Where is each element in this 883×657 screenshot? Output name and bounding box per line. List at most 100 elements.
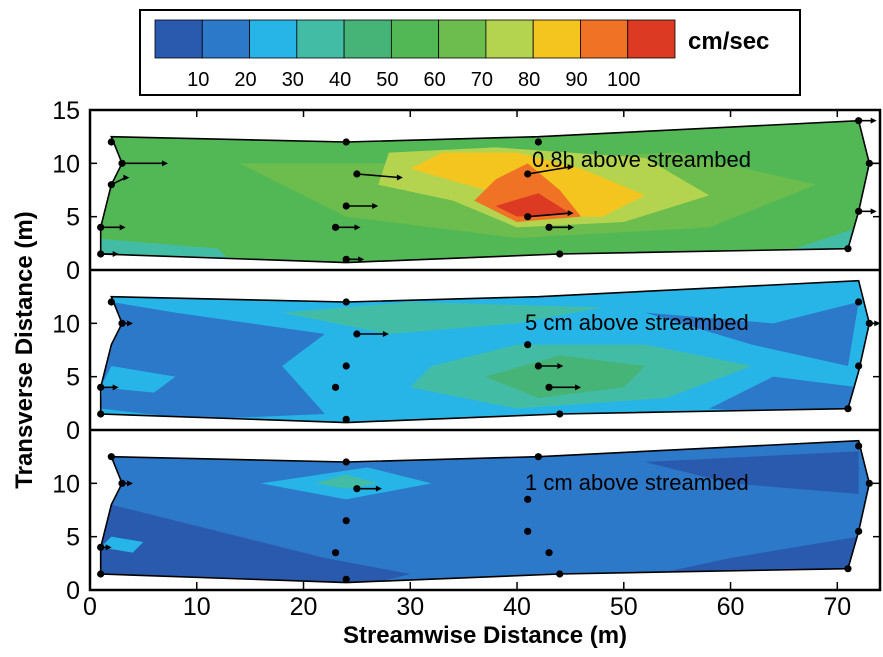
velocity-vector xyxy=(356,173,399,179)
measurement-station xyxy=(556,250,564,258)
y-tick-label: 5 xyxy=(66,364,80,392)
velocity-arrowhead xyxy=(568,224,575,231)
y-tick-label: 10 xyxy=(52,310,80,338)
stream-outline xyxy=(99,279,871,424)
panel-contours xyxy=(100,280,870,423)
colorbar-tick-label: 90 xyxy=(565,69,587,91)
x-axis-ticks: 0 10 20 30 40 50 60 70 xyxy=(83,110,851,621)
measurement-station xyxy=(342,138,350,146)
colorbar-swatch xyxy=(438,19,487,59)
colorbar-swatch xyxy=(201,19,250,59)
x-tick-label: 70 xyxy=(823,593,851,621)
measurement-station xyxy=(342,202,350,210)
y-tick-label: 10 xyxy=(52,150,80,178)
velocity-arrowhead xyxy=(375,485,382,492)
panel: 5 cm above streambed xyxy=(97,279,880,424)
colorbar-swatch xyxy=(249,19,298,59)
contour-zone xyxy=(314,474,379,489)
panel-label: 5 cm above streambed xyxy=(525,310,749,335)
measurement-station xyxy=(118,319,126,327)
contour-zone xyxy=(645,302,859,366)
colorbar-swatch xyxy=(580,19,629,59)
measurement-station xyxy=(342,255,350,263)
measurement-station xyxy=(545,549,553,557)
colorbar-tick-label: 70 xyxy=(471,69,493,91)
colorbar-swatch xyxy=(532,19,581,59)
measurement-station xyxy=(353,170,361,178)
velocity-arrowhead xyxy=(870,117,877,124)
measurement-station xyxy=(855,442,863,450)
x-tick-label: 40 xyxy=(503,593,531,621)
colorbar-swatch xyxy=(154,19,203,59)
measurement-station xyxy=(342,517,350,525)
measurement-station xyxy=(865,319,873,327)
measurement-station xyxy=(107,138,115,146)
velocity-arrowhead xyxy=(382,331,389,337)
measurement-station xyxy=(97,543,105,551)
velocity-arrowhead xyxy=(119,224,126,231)
velocity-arrowhead xyxy=(105,544,112,551)
velocity-arrowhead xyxy=(372,203,379,209)
x-tick-label: 50 xyxy=(610,593,638,621)
colorbar-swatch xyxy=(390,19,440,59)
measurement-station xyxy=(97,570,105,578)
measurement-station xyxy=(118,159,126,167)
measurement-station xyxy=(353,330,361,338)
measurement-station xyxy=(534,362,542,370)
velocity-vector xyxy=(527,166,570,175)
velocity-arrowhead xyxy=(123,174,130,181)
velocity-arrowhead xyxy=(162,160,169,167)
measurement-station xyxy=(524,495,532,503)
stream-outline xyxy=(99,119,871,264)
panel-contours xyxy=(100,120,870,263)
measurement-station xyxy=(97,410,105,418)
colorbar-tick-label: 10 xyxy=(187,69,209,91)
measurement-station xyxy=(342,415,350,423)
plot-frame xyxy=(88,108,882,592)
plot-border xyxy=(88,108,882,592)
colorbar: 10 20 30 40 50 60 70 80 90 100 cm/sec xyxy=(139,9,801,96)
colorbar-tick-label: 20 xyxy=(234,69,256,91)
measurement-station xyxy=(118,479,126,487)
velocity-arrowhead xyxy=(112,251,119,257)
measurement-station xyxy=(524,170,532,178)
velocity-arrowhead xyxy=(567,164,574,170)
measurement-station xyxy=(524,341,532,349)
y-axis-label: Transverse Distance (m) xyxy=(11,211,38,488)
velocity-arrowhead xyxy=(396,174,403,181)
contour-zone xyxy=(100,504,411,583)
colorbar-tick-label: 50 xyxy=(376,69,398,91)
colorbar-ticks: 10 20 30 40 50 60 70 80 90 100 xyxy=(187,69,640,91)
colorbar-swatches xyxy=(154,19,676,59)
velocity-arrowhead xyxy=(127,480,134,487)
contour-zone xyxy=(100,536,144,553)
x-axis-label: Streamwise Distance (m) xyxy=(343,622,627,649)
measurement-station xyxy=(107,453,115,461)
x-tick-label: 60 xyxy=(717,593,745,621)
panel-contours xyxy=(100,440,870,583)
panel: 0.8h above streambed xyxy=(97,117,880,264)
measurement-station xyxy=(855,117,863,125)
velocity-arrowhead xyxy=(575,384,582,391)
panel: 1 cm above streambed xyxy=(97,439,873,584)
colorbar-tick-label: 100 xyxy=(607,69,640,91)
y-tick-label: 0 xyxy=(66,257,80,285)
y-tick-label: 0 xyxy=(66,577,80,605)
measurement-station xyxy=(855,362,863,370)
measurement-station xyxy=(855,298,863,306)
colorbar-swatch xyxy=(627,19,676,59)
panel-label: 1 cm above streambed xyxy=(525,470,749,495)
measurement-station xyxy=(342,458,350,466)
contour-zone xyxy=(495,193,571,217)
colorbar-swatch xyxy=(485,19,534,59)
measurement-station xyxy=(556,570,564,578)
velocity-arrowhead xyxy=(870,208,877,215)
stream-outline xyxy=(99,439,871,584)
velocity-arrowhead xyxy=(557,363,564,369)
contour-zone xyxy=(100,366,176,393)
measurement-station xyxy=(865,479,873,487)
velocity-arrowhead xyxy=(354,224,361,231)
y-tick-label: 10 xyxy=(52,470,80,498)
